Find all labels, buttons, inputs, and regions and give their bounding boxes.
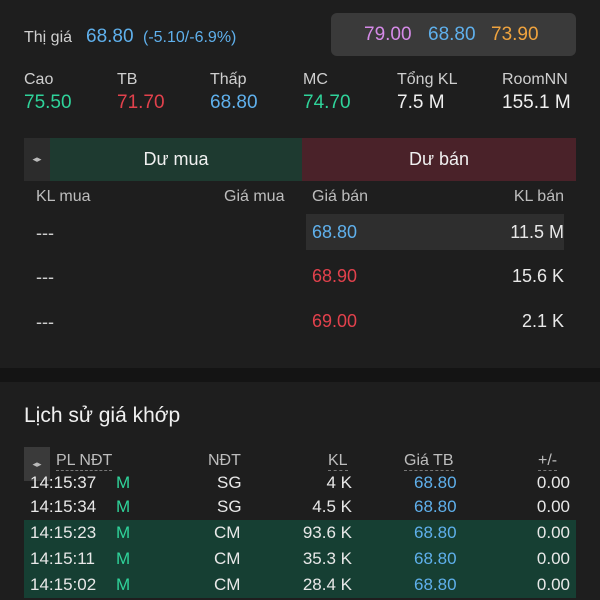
- col-change[interactable]: +/-: [538, 452, 558, 471]
- trade-change: 0.00: [536, 575, 570, 594]
- trade-row: 14:15:23 M CM 93.6 K 68.80 0.00: [24, 520, 576, 546]
- stat-value-avg: 71.70: [117, 92, 165, 113]
- history-title: Lịch sử giá khớp: [24, 404, 181, 427]
- trade-volume: 4.5 K: [312, 497, 352, 516]
- stat-value-high: 75.50: [24, 92, 72, 113]
- trade-time: 14:15:37: [30, 474, 97, 492]
- trade-side: M: [116, 523, 131, 542]
- stat-label-low: Thấp: [210, 71, 247, 88]
- orderbook-sell-price[interactable]: 69.00: [312, 311, 358, 331]
- orderbook-sell-volume: 15.6 K: [511, 266, 564, 286]
- reference-price-box: 79.00 68.80 73.90: [331, 13, 576, 56]
- col-investor-type[interactable]: PL NĐT: [56, 452, 113, 471]
- stat-value-mc: 74.70: [303, 92, 351, 113]
- trade-price: 68.80: [414, 523, 457, 542]
- orderbook-expand-icon[interactable]: ◂▸: [24, 138, 50, 181]
- orderbook-buy-volume: ---: [36, 223, 54, 243]
- reference-price: 68.80: [428, 24, 476, 45]
- stat-label-total-volume: Tổng KL: [397, 71, 458, 88]
- col-buy-volume: KL mua: [36, 188, 91, 205]
- floor-price: 73.90: [491, 24, 539, 45]
- trade-investor: CM: [214, 549, 241, 568]
- orderbook-buy-volume: ---: [36, 267, 54, 287]
- price-value: 68.80: [86, 26, 134, 47]
- orderbook-sell-price[interactable]: 68.80: [312, 222, 358, 242]
- trade-row: 14:15:02 M CM 28.4 K 68.80 0.00: [24, 572, 576, 598]
- stat-label-foreign-room: RoomNN: [502, 71, 568, 88]
- trade-volume: 4 K: [326, 474, 352, 492]
- col-sell-price: Giá bán: [312, 188, 369, 205]
- ceiling-price: 79.00: [364, 24, 412, 45]
- trade-investor: SG: [217, 474, 242, 492]
- stat-label-high: Cao: [24, 71, 54, 88]
- trade-side: M: [116, 549, 131, 568]
- orderbook-sell-volume: 11.5 M: [510, 222, 564, 242]
- trade-price: 68.80: [414, 474, 457, 492]
- trade-volume: 93.6 K: [302, 523, 352, 542]
- trade-time: 14:15:11: [30, 549, 95, 568]
- trade-time: 14:15:02: [30, 575, 97, 594]
- trade-side: M: [116, 575, 131, 594]
- trade-change: 0.00: [536, 497, 570, 516]
- col-buy-price: Giá mua: [224, 188, 285, 205]
- price-label: Thị giá: [24, 29, 73, 46]
- trade-row: 14:15:11 M CM 35.3 K 68.80 0.00: [24, 546, 576, 572]
- trade-row: 14:15:34 M SG 4.5 K 68.80 0.00: [24, 494, 576, 520]
- trade-time: 14:15:23: [30, 523, 97, 542]
- trade-change: 0.00: [536, 474, 570, 492]
- orderbook-sell-price[interactable]: 68.90: [312, 266, 358, 286]
- trade-volume: 35.3 K: [302, 549, 352, 568]
- trade-investor: SG: [217, 497, 242, 516]
- price-change: (-5.10/-6.9%): [143, 29, 237, 46]
- history-list[interactable]: 14:15:37 M SG 4 K 68.80 0.00 14:15:34 M …: [0, 474, 600, 600]
- orderbook-buy-volume: ---: [36, 312, 54, 332]
- stat-value-total-volume: 7.5 M: [397, 92, 445, 113]
- history-expand-icon[interactable]: ◂▸: [24, 447, 50, 481]
- trade-side: M: [116, 497, 131, 516]
- orderbook-sell-volume: 2.1 K: [521, 311, 564, 331]
- col-investor: NĐT: [208, 452, 241, 469]
- trade-time: 14:15:34: [30, 497, 97, 516]
- col-sell-volume: KL bán: [513, 188, 564, 205]
- trade-row: 14:15:37 M SG 4 K 68.80 0.00: [24, 474, 576, 496]
- trade-change: 0.00: [536, 523, 570, 542]
- orderbook-sell-header: Dư bán: [302, 138, 576, 181]
- stat-label-mc: MC: [303, 71, 328, 88]
- trade-side: M: [116, 474, 131, 492]
- orderbook-row-highlight: [306, 214, 564, 250]
- trade-investor: CM: [214, 523, 241, 542]
- trade-change: 0.00: [536, 549, 570, 568]
- trade-investor: CM: [214, 575, 241, 594]
- trade-price: 68.80: [414, 575, 457, 594]
- section-divider: [0, 368, 600, 382]
- col-volume[interactable]: KL: [328, 452, 348, 471]
- trade-price: 68.80: [414, 549, 457, 568]
- stat-value-low: 68.80: [210, 92, 258, 113]
- orderbook-buy-header: Dư mua: [50, 138, 302, 181]
- trade-volume: 28.4 K: [302, 575, 352, 594]
- trade-price: 68.80: [414, 497, 457, 516]
- col-avg-price[interactable]: Giá TB: [404, 452, 454, 471]
- stat-value-foreign-room: 155.1 M: [502, 92, 571, 113]
- stat-label-avg: TB: [117, 71, 138, 88]
